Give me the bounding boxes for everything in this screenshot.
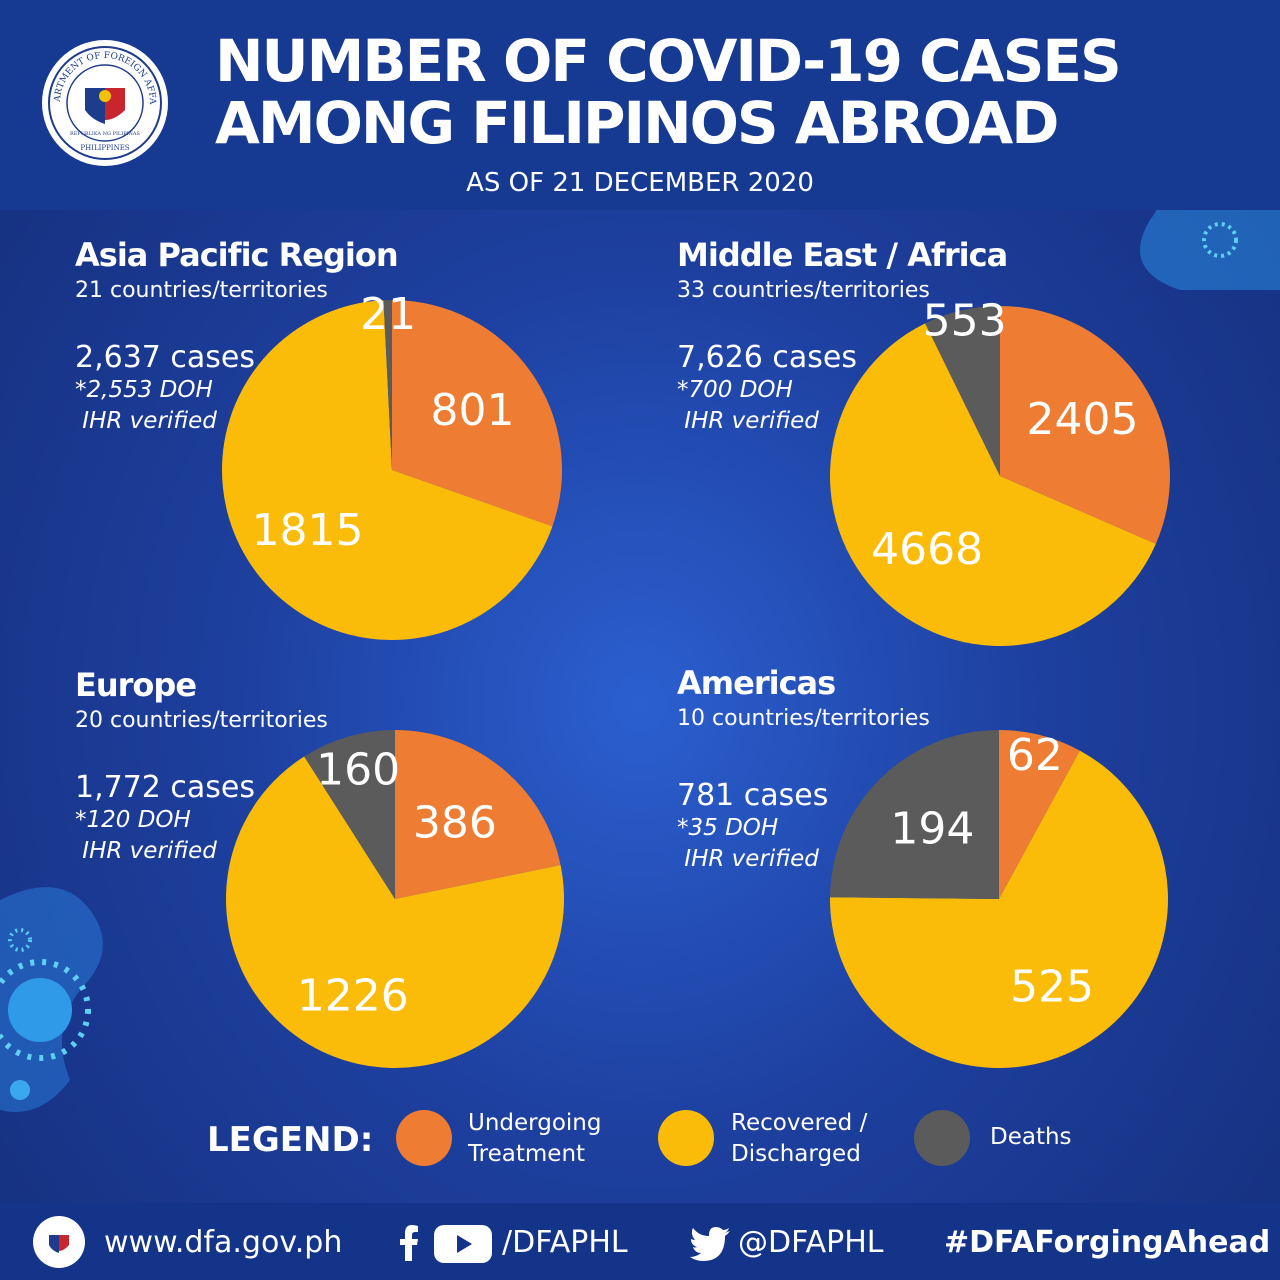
label-undergoing: 2405: [1026, 394, 1138, 445]
label-undergoing: 801: [430, 385, 514, 436]
label-recovered: 4668: [871, 524, 983, 575]
virus-decoration-bottom-left: [0, 887, 103, 1112]
cases-europe: 1,772 cases *120 DOH IHR verified: [75, 770, 255, 867]
region-name: Europe: [75, 666, 197, 704]
slice-recovered: [830, 750, 1168, 1068]
cases-asia-pacific: 2,637 cases *2,553 DOH IHR verified: [75, 340, 255, 437]
slice-recovered: [830, 323, 1156, 646]
legend-swatch-recovered: [658, 1110, 714, 1166]
region-name: Asia Pacific Region: [75, 236, 399, 274]
legend-label-recovered: Recovered / Discharged: [731, 1110, 868, 1167]
legend-swatch-deaths: [914, 1110, 970, 1166]
region-middle-east-africa: Middle East / Africa 33 countries/territ…: [677, 236, 1008, 303]
doh-note: *120 DOH IHR verified: [75, 807, 217, 864]
cases-count: 1,772 cases: [75, 770, 256, 805]
cases-count: 2,637 cases: [75, 340, 256, 375]
label-recovered: 1815: [252, 505, 364, 556]
website-link[interactable]: www.dfa.gov.ph: [104, 1225, 343, 1260]
region-name: Americas: [677, 664, 836, 702]
label-undergoing: 386: [413, 798, 497, 849]
region-countries: 20 countries/territories: [75, 708, 328, 733]
header-bar: [0, 0, 1280, 210]
youtube-icon[interactable]: [434, 1225, 492, 1263]
label-deaths: 21: [360, 289, 416, 340]
label-deaths: 553: [923, 296, 1007, 347]
doh-note: *35 DOH IHR verified: [677, 815, 819, 872]
facebook-icon[interactable]: [398, 1225, 420, 1261]
page-title: NUMBER OF COVID-19 CASES AMONG FILIPINOS…: [215, 30, 1175, 154]
region-countries: 33 countries/territories: [677, 278, 930, 303]
as-of-date: AS OF 21 DECEMBER 2020: [466, 168, 814, 198]
legend: LEGEND: Undergoing Treatment Recovered /…: [0, 1100, 1280, 1190]
cases-middle-east-africa: 7,626 cases *700 DOH IHR verified: [677, 340, 857, 437]
svg-text:PHILIPPINES: PHILIPPINES: [80, 144, 129, 152]
region-countries: 10 countries/territories: [677, 706, 930, 731]
pie-chart-europe: 386 1226 160: [226, 730, 564, 1068]
pie-chart-middle-east-africa: 2405 4668 553: [830, 296, 1170, 646]
label-recovered: 1226: [297, 971, 409, 1022]
title-line-2: AMONG FILIPINOS ABROAD: [215, 89, 1059, 157]
legend-label-undergoing: Undergoing Treatment: [468, 1110, 602, 1167]
slice-undergoing: [395, 730, 561, 899]
slice-deaths: [383, 300, 392, 470]
title-line-1: NUMBER OF COVID-19 CASES: [215, 27, 1122, 95]
svg-text:REPUBLIKA NG PILIPINAS: REPUBLIKA NG PILIPINAS: [70, 131, 141, 137]
dfa-seal-small-icon: [33, 1216, 85, 1268]
label-deaths: 160: [316, 744, 400, 795]
region-europe: Europe 20 countries/territories: [75, 666, 328, 733]
slice-recovered: [222, 300, 553, 640]
doh-note: *2,553 DOH IHR verified: [75, 377, 217, 434]
social-handle-link[interactable]: /DFAPHL: [502, 1225, 628, 1260]
slice-recovered: [226, 756, 564, 1068]
twitter-handle-link[interactable]: @DFAPHL: [738, 1225, 884, 1260]
region-countries: 21 countries/territories: [75, 278, 328, 303]
legend-label-deaths: Deaths: [990, 1124, 1072, 1150]
footer-bar: www.dfa.gov.ph /DFAPHL @DFAPHL #DFAForgi…: [0, 1203, 1280, 1280]
legend-swatch-undergoing: [396, 1110, 452, 1166]
slice-deaths: [830, 730, 999, 899]
region-americas: Americas 10 countries/territories: [677, 664, 930, 731]
doh-note: *700 DOH IHR verified: [677, 377, 819, 434]
legend-title: LEGEND:: [207, 1120, 374, 1160]
slice-deaths: [925, 306, 1000, 476]
slice-undergoing: [999, 730, 1080, 899]
label-recovered: 525: [1010, 961, 1094, 1012]
label-deaths: 194: [890, 804, 974, 855]
hashtag: #DFAForgingAhead: [944, 1225, 1271, 1260]
cases-count: 7,626 cases: [677, 340, 858, 375]
cases-americas: 781 cases *35 DOH IHR verified: [677, 778, 828, 875]
slice-undergoing: [392, 300, 562, 527]
region-asia-pacific: Asia Pacific Region 21 countries/territo…: [75, 236, 399, 303]
pie-chart-americas: 62 525 194: [830, 730, 1168, 1068]
slice-undergoing: [1000, 306, 1170, 544]
slice-deaths: [304, 730, 395, 899]
label-undergoing: 62: [1007, 730, 1063, 781]
dfa-seal-logo: DEPARTMENT OF FOREIGN AFFAIRS PHILIPPINE…: [40, 38, 168, 166]
cases-count: 781 cases: [677, 778, 829, 813]
twitter-icon[interactable]: [690, 1227, 730, 1261]
pie-chart-asia-pacific: 801 1815 21: [222, 289, 562, 640]
region-name: Middle East / Africa: [677, 236, 1008, 274]
